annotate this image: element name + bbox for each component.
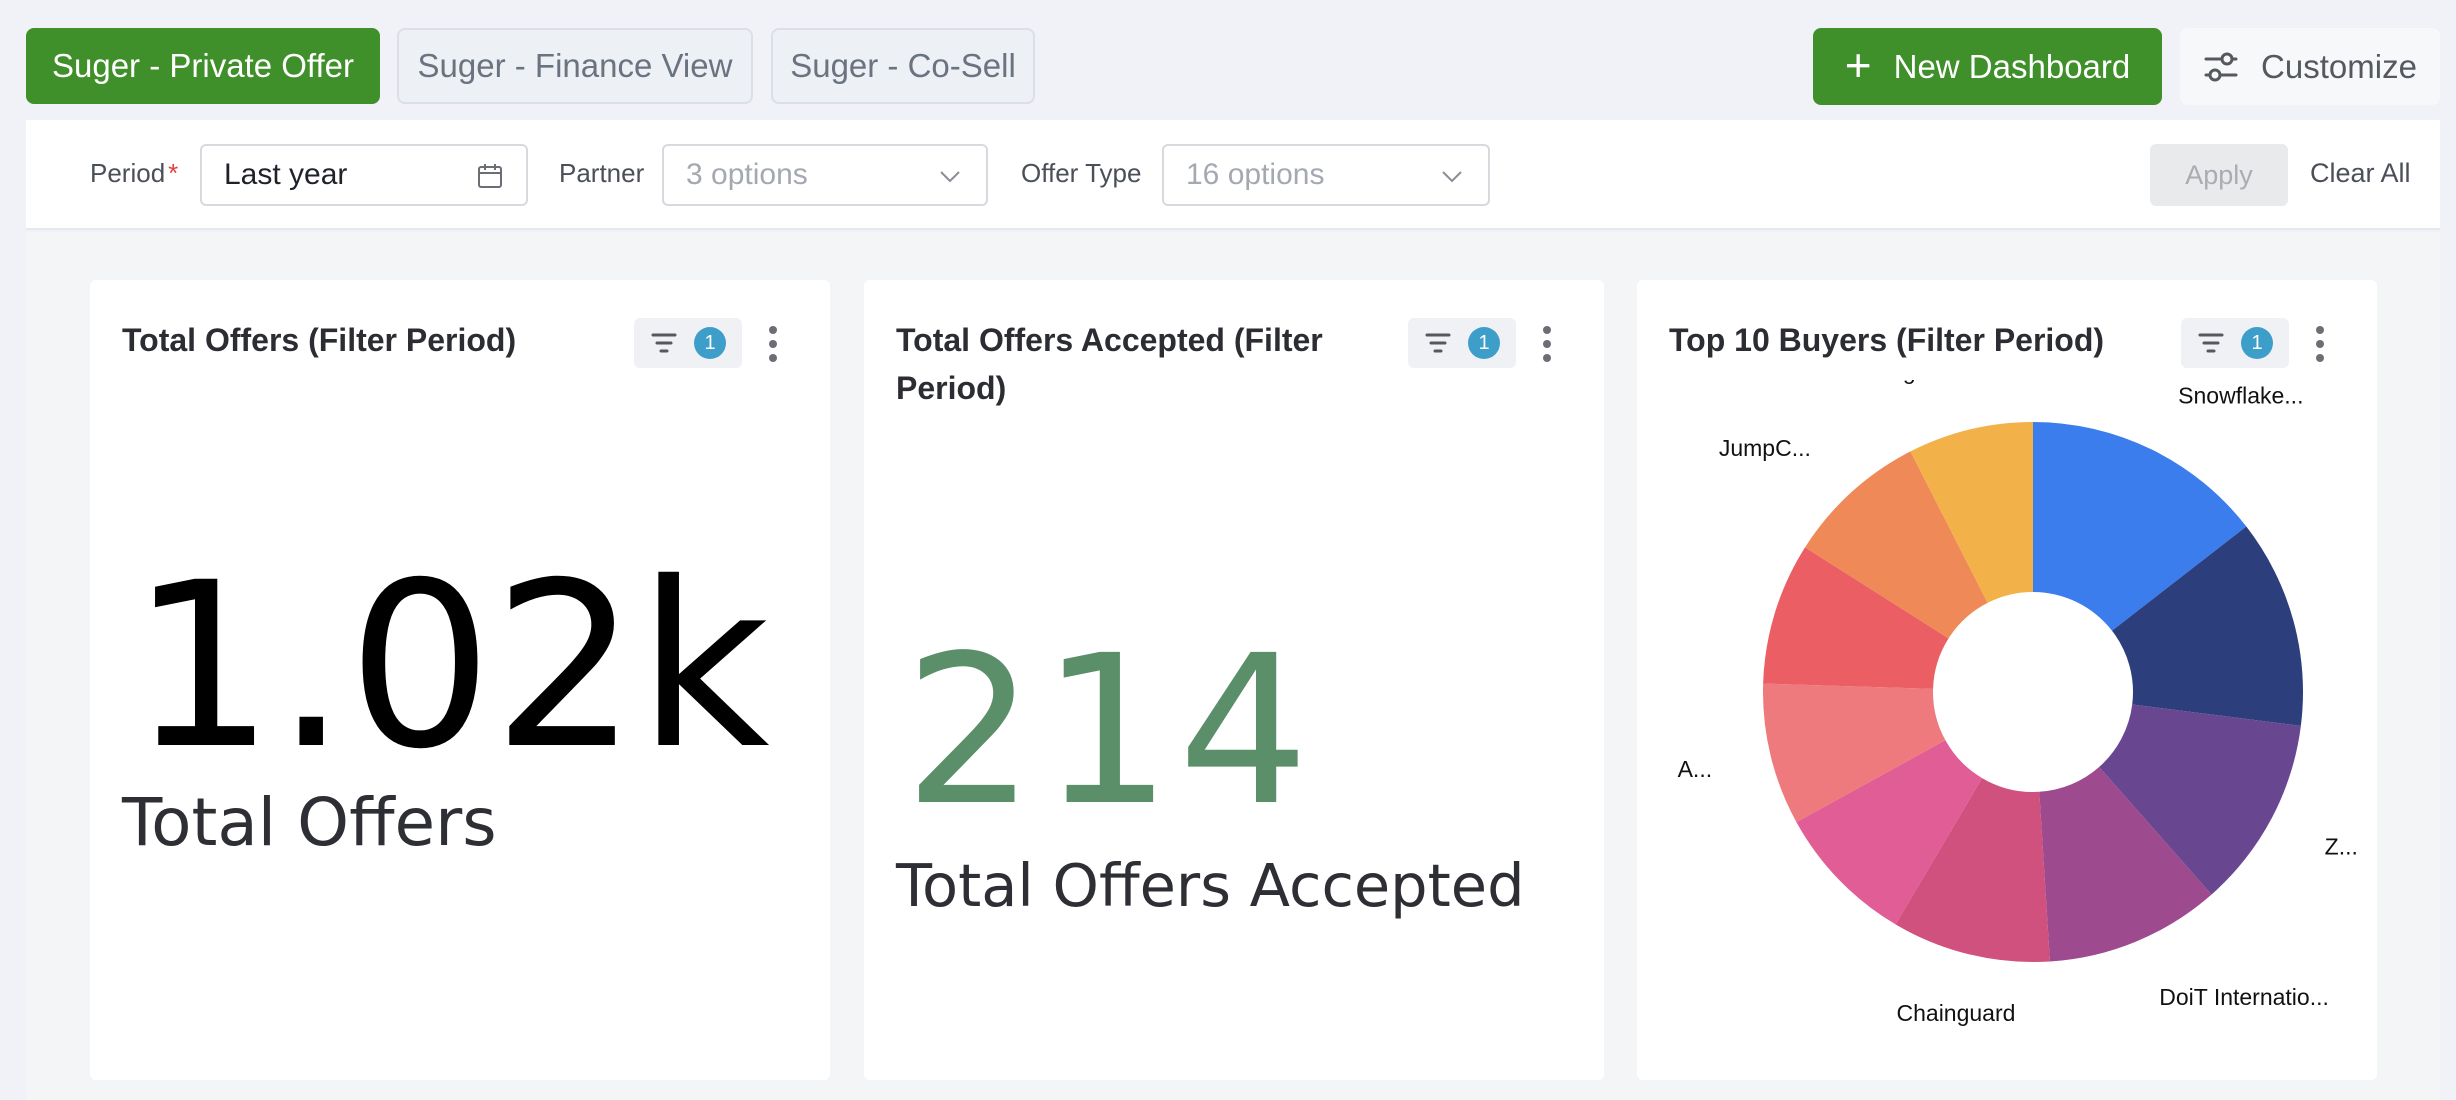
apply-button[interactable]: Apply: [2150, 144, 2288, 206]
card-menu-icon[interactable]: [762, 322, 784, 366]
chevron-down-icon: [940, 171, 960, 183]
donut-slice[interactable]: [1805, 451, 1988, 639]
donut-slice-label: glean.com: [1903, 380, 2009, 384]
card-title: Total Offers (Filter Period): [122, 322, 517, 358]
offer-type-select[interactable]: 16 options: [1162, 144, 1490, 206]
dashboard-tab-bar: Suger - Private Offer Suger - Finance Vi…: [0, 0, 2456, 120]
customize-button[interactable]: Customize: [2180, 28, 2440, 105]
card-title-line: Period): [896, 370, 1007, 406]
donut-slice[interactable]: [2099, 704, 2301, 895]
partner-select[interactable]: 3 options: [662, 144, 988, 206]
card-filter-chip[interactable]: 1: [2181, 318, 2289, 368]
clear-all-button[interactable]: Clear All: [2310, 158, 2411, 188]
donut-slice-label: A...: [1678, 756, 1713, 782]
filter-icon: [1425, 333, 1451, 353]
card-menu-icon[interactable]: [2309, 322, 2331, 366]
offers-accepted-value: 214: [904, 611, 1316, 851]
filter-icon: [651, 333, 677, 353]
donut-slice[interactable]: [1895, 778, 2050, 963]
period-select[interactable]: Last year: [200, 144, 528, 206]
top-buyers-donut-chart: Snowflake... Z... DoiT Internatio... Chaing…: [1678, 380, 2358, 1026]
filter-count-badge: 1: [1468, 327, 1500, 359]
top-buyers-card: Top 10 Buyers (Filter Period) 1 Snowflak…: [1637, 280, 2377, 1080]
sliders-icon: [2204, 52, 2238, 81]
filter-bar: Period * Last year Partner 3 options Offe…: [26, 120, 2440, 230]
card-title: Total Offers Accepted (Filter Period): [896, 316, 1323, 412]
donut-slice[interactable]: [1910, 422, 2033, 603]
donut-slice[interactable]: [2112, 526, 2303, 726]
donut-slice[interactable]: [2039, 767, 2212, 962]
card-title-line: Total Offers Accepted (Filter: [896, 322, 1323, 358]
total-offers-label: Total Offers: [122, 784, 497, 861]
donut-slice-label: DoiT Internatio...: [2159, 984, 2329, 1010]
filter-count-badge: 1: [2241, 327, 2273, 359]
total-offers-value: 1.02k: [130, 533, 770, 799]
card-menu-icon[interactable]: [1536, 322, 1558, 366]
new-dashboard-label: New Dashboard: [1893, 47, 2131, 85]
card-title: Top 10 Buyers (Filter Period): [1669, 322, 2105, 358]
tab-co-sell[interactable]: Suger - Co-Sell: [771, 28, 1035, 104]
new-dashboard-button[interactable]: + New Dashboard: [1813, 28, 2162, 105]
tab-private-offer[interactable]: Suger - Private Offer: [26, 28, 380, 104]
tab-finance-view[interactable]: Suger - Finance View: [397, 28, 753, 104]
total-offers-card: Total Offers (Filter Period) 1 1.02k Tot…: [90, 280, 830, 1080]
donut-slice-label: Chainguard: [1897, 1000, 2016, 1026]
donut-slice[interactable]: [1763, 683, 1946, 823]
period-value: Last year: [224, 158, 348, 191]
donut-slice[interactable]: [2033, 422, 2247, 631]
donut-slice-label: Snowflake...: [2178, 383, 2303, 409]
dashboard-content: Total Offers (Filter Period) 1 1.02k Tot…: [26, 232, 2440, 1100]
plus-icon: +: [1844, 38, 1872, 91]
calendar-icon: [478, 164, 502, 188]
donut-slice-label: JumpC...: [1719, 435, 1811, 461]
offer-type-placeholder: 16 options: [1186, 158, 1325, 191]
card-filter-chip[interactable]: 1: [634, 318, 742, 368]
customize-label: Customize: [2261, 47, 2417, 85]
offers-accepted-label: Total Offers Accepted: [896, 851, 1525, 920]
partner-label: Partner: [559, 158, 645, 188]
offers-accepted-card: Total Offers Accepted (Filter Period) 1 …: [864, 280, 1604, 1080]
filter-icon: [2198, 333, 2224, 353]
donut-slice[interactable]: [1763, 547, 1949, 689]
card-filter-chip[interactable]: 1: [1408, 318, 1516, 368]
filter-count-badge: 1: [694, 327, 726, 359]
period-label: Period *: [90, 158, 179, 188]
chevron-down-icon: [1442, 171, 1462, 183]
offer-type-label: Offer Type: [1021, 158, 1142, 188]
donut-slice[interactable]: [1796, 740, 1983, 925]
donut-slice-label: Z...: [2325, 833, 2358, 859]
partner-placeholder: 3 options: [686, 158, 808, 191]
